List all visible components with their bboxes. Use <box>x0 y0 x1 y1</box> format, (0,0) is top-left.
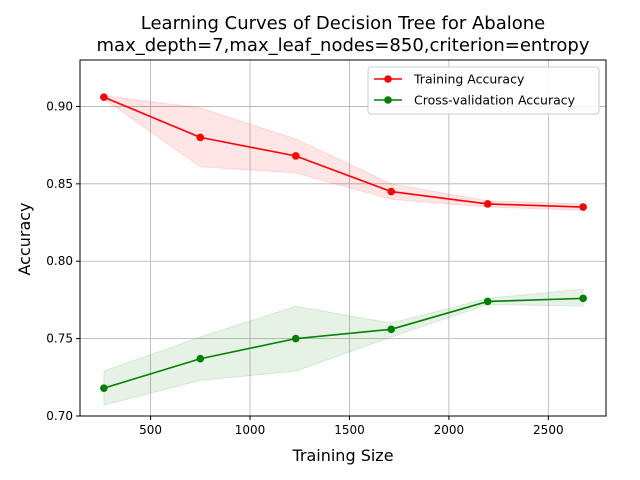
y-tick-label: 0.70 <box>46 409 73 423</box>
x-axis-label: Training Size <box>291 446 393 465</box>
data-point <box>100 384 108 392</box>
x-tick-label: 1000 <box>235 423 266 437</box>
plot-frame <box>79 59 607 417</box>
data-point <box>100 93 108 101</box>
legend-label: Training Accuracy <box>413 72 525 87</box>
series-line-0 <box>103 96 584 208</box>
x-tick-label: 2000 <box>434 423 465 437</box>
chart-title: Learning Curves of Decision Tree for Aba… <box>141 13 545 34</box>
legend-label: Cross-validation Accuracy <box>414 93 576 108</box>
data-point <box>196 354 205 363</box>
legend: Training Accuracy Cross-validation Accura… <box>367 66 600 115</box>
legend-box <box>367 66 600 115</box>
data-point <box>579 294 587 303</box>
chart-subtitle: max_depth=7,max_leaf_nodes=850,criterion… <box>97 35 590 56</box>
y-tick-label: 0.75 <box>46 332 73 346</box>
data-point <box>291 152 300 160</box>
x-tick-label: 2500 <box>533 423 564 437</box>
data-point <box>483 297 492 306</box>
x-tick-label: 1500 <box>334 423 365 437</box>
data-point <box>579 203 587 211</box>
series-line-1 <box>103 297 584 389</box>
data-point <box>387 325 396 334</box>
x-tick-label: 500 <box>139 423 162 437</box>
y-tick-label: 0.90 <box>46 99 73 113</box>
data-point <box>196 133 205 142</box>
series-lines <box>100 93 587 392</box>
y-tick-label: 0.80 <box>46 254 73 268</box>
series-band-1 <box>103 288 584 406</box>
legend-marker <box>384 96 392 104</box>
data-point <box>291 334 300 343</box>
data-point <box>483 200 492 208</box>
std-bands <box>103 95 584 406</box>
axis-ticks: 500 1000 1500 2000 2500 0.70 0.75 0.80 0.85 0.90 <box>46 99 563 437</box>
legend-marker <box>384 75 392 83</box>
y-axis-label: Accuracy <box>15 202 34 275</box>
data-point <box>387 187 396 196</box>
y-tick-label: 0.85 <box>46 177 73 191</box>
